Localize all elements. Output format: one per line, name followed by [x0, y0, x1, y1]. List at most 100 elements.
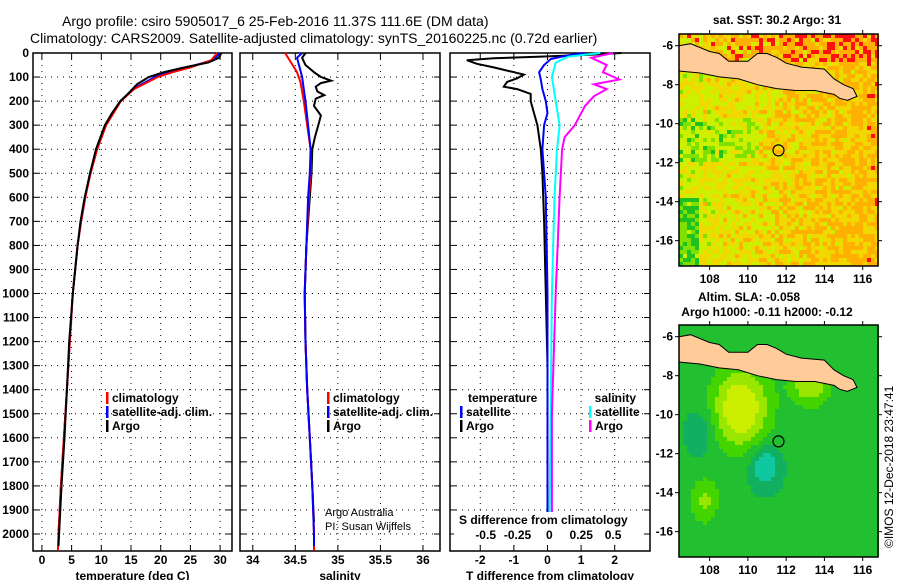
raster-cell	[867, 110, 871, 114]
raster-cell	[823, 341, 827, 345]
raster-cell	[683, 461, 687, 465]
raster-cell	[723, 238, 727, 242]
raster-cell	[683, 134, 687, 138]
raster-cell	[695, 329, 699, 333]
raster-cell	[683, 150, 687, 154]
raster-cell	[839, 170, 843, 174]
raster-cell	[755, 258, 759, 262]
raster-cell	[699, 254, 703, 258]
raster-cell	[807, 178, 811, 182]
raster-cell	[751, 377, 755, 381]
raster-cell	[867, 369, 871, 373]
raster-cell	[843, 38, 847, 42]
raster-cell	[739, 413, 743, 417]
raster-cell	[707, 250, 711, 254]
raster-cell	[727, 122, 731, 126]
raster-cell	[739, 234, 743, 238]
raster-cell	[691, 214, 695, 218]
raster-cell	[775, 166, 779, 170]
raster-cell	[747, 158, 751, 162]
raster-cell	[707, 369, 711, 373]
raster-cell	[819, 178, 823, 182]
raster-cell	[775, 122, 779, 126]
raster-cell	[763, 42, 767, 46]
raster-cell	[855, 198, 859, 202]
raster-cell	[827, 162, 831, 166]
raster-cell	[867, 210, 871, 214]
raster-cell	[843, 222, 847, 226]
raster-cell	[835, 174, 839, 178]
raster-cell	[755, 218, 759, 222]
raster-cell	[719, 329, 723, 333]
raster-cell	[687, 126, 691, 130]
raster-cell	[763, 46, 767, 50]
raster-cell	[747, 401, 751, 405]
raster-cell	[863, 186, 867, 190]
raster-cell	[855, 453, 859, 457]
raster-cell	[759, 337, 763, 341]
raster-cell	[843, 70, 847, 74]
raster-cell	[851, 54, 855, 58]
raster-cell	[803, 258, 807, 262]
raster-cell	[695, 429, 699, 433]
raster-cell	[755, 397, 759, 401]
raster-cell	[755, 329, 759, 333]
raster-cell	[731, 174, 735, 178]
raster-cell	[815, 445, 819, 449]
raster-cell	[719, 250, 723, 254]
raster-cell	[743, 202, 747, 206]
raster-cell	[783, 158, 787, 162]
raster-cell	[827, 190, 831, 194]
raster-cell	[807, 449, 811, 453]
raster-cell	[867, 449, 871, 453]
raster-cell	[847, 337, 851, 341]
raster-cell	[779, 46, 783, 50]
raster-cell	[823, 174, 827, 178]
raster-cell	[723, 429, 727, 433]
raster-cell	[715, 110, 719, 114]
raster-cell	[699, 365, 703, 369]
raster-cell	[735, 234, 739, 238]
raster-cell	[871, 337, 875, 341]
raster-cell	[727, 385, 731, 389]
raster-cell	[859, 154, 863, 158]
raster-cell	[683, 250, 687, 254]
raster-cell	[747, 118, 751, 122]
raster-cell	[771, 206, 775, 210]
raster-cell	[819, 142, 823, 146]
raster-cell	[719, 222, 723, 226]
raster-cell	[827, 102, 831, 106]
raster-cell	[759, 401, 763, 405]
raster-cell	[835, 445, 839, 449]
raster-cell	[863, 98, 867, 102]
raster-cell	[843, 54, 847, 58]
raster-cell	[691, 433, 695, 437]
raster-cell	[855, 38, 859, 42]
raster-cell	[799, 222, 803, 226]
raster-cell	[871, 381, 875, 385]
raster-cell	[779, 453, 783, 457]
raster-cell	[851, 401, 855, 405]
raster-cell	[803, 162, 807, 166]
raster-cell	[719, 445, 723, 449]
raster-cell	[767, 389, 771, 393]
raster-cell	[707, 146, 711, 150]
raster-cell	[867, 106, 871, 110]
raster-cell	[859, 94, 863, 98]
raster-cell	[691, 202, 695, 206]
raster-cell	[735, 405, 739, 409]
raster-cell	[787, 453, 791, 457]
raster-cell	[867, 162, 871, 166]
raster-cell	[743, 441, 747, 445]
raster-cell	[799, 126, 803, 130]
raster-cell	[795, 194, 799, 198]
raster-cell	[859, 50, 863, 54]
raster-cell	[711, 413, 715, 417]
raster-cell	[855, 134, 859, 138]
raster-cell	[859, 166, 863, 170]
raster-cell	[731, 182, 735, 186]
raster-cell	[727, 186, 731, 190]
raster-cell	[823, 397, 827, 401]
raster-cell	[699, 130, 703, 134]
raster-cell	[691, 102, 695, 106]
